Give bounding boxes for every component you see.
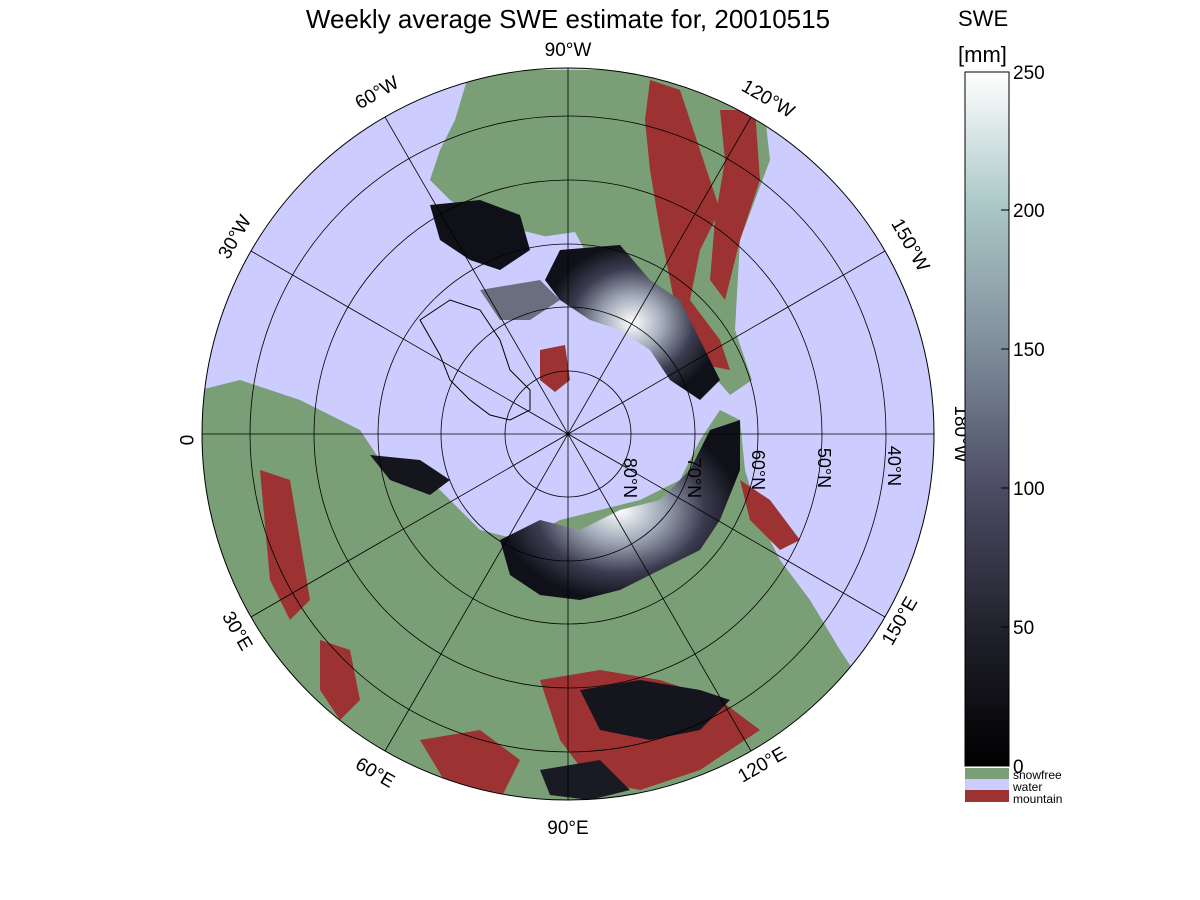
category-label-snowfree: snowfree [1013,768,1062,782]
longitude-label: 0 [175,435,196,446]
category-swatch-mountain [965,790,1009,802]
longitude-label: 90°E [547,818,588,839]
colorbar-tick-label: 150 [1013,340,1045,361]
longitude-label: 60°W [352,72,403,114]
category-label-mountain: mountain [1013,792,1062,806]
latitude-label: 80°N [620,458,640,498]
meridian-line [250,250,886,618]
landmass-greenland [419,299,531,421]
latitude-label: 50°N [814,448,834,488]
colorbar-gradient [964,71,1010,767]
colorbar-tick-label: 100 [1013,479,1045,500]
latitude-label: 70°N [684,458,704,498]
latitude-label: 60°N [748,450,768,490]
colorbar: SWE [mm] 250 200 150 100 50 0 snowfree w… [958,6,1062,806]
map-title: Weekly average SWE estimate for, 2001051… [306,4,830,34]
category-swatch-snowfree [965,768,1009,779]
colorbar-tick-label: 50 [1013,618,1034,639]
longitude-label: 60°E [352,754,398,793]
colorbar-tick-label: 200 [1013,201,1045,222]
latitude-label: 40°N [884,446,904,486]
colorbar-tick-label: 0 [1013,757,1024,778]
colorbar-ticks [1001,71,1009,767]
graticule [201,67,935,801]
latitude-labels: 80°N 70°N 60°N 50°N 40°N [620,446,904,498]
colorbar-title: SWE [958,6,1008,31]
colorbar-tick-label: 250 [1013,63,1045,84]
longitude-label: 90°W [545,40,592,61]
colorbar-unit: [mm] [958,42,1007,67]
category-swatch-water [965,779,1009,790]
category-label-water: water [1012,780,1042,794]
